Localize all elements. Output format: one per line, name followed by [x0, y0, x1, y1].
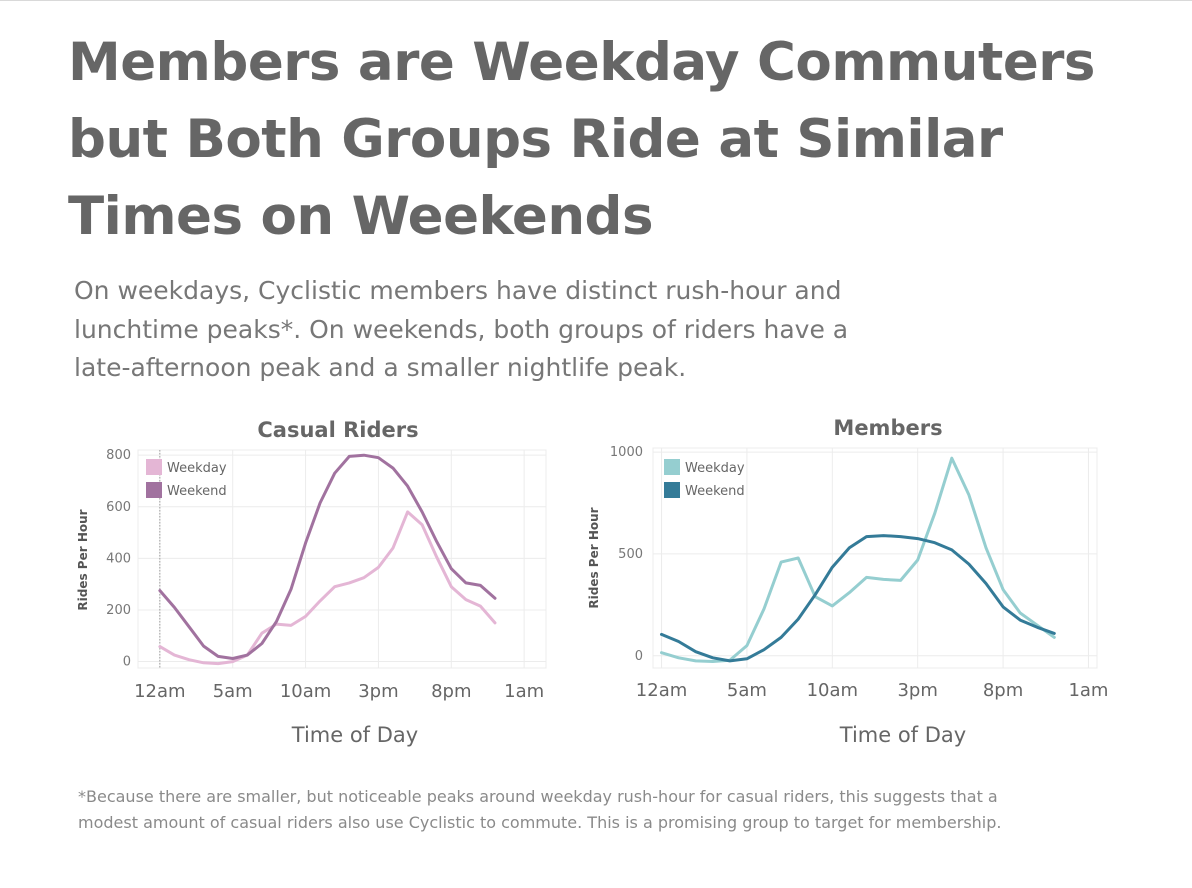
y-ticks: 0 200 400 600 800	[106, 448, 131, 669]
y-ticks: 0 500 1000	[610, 445, 643, 664]
legend: Weekday Weekend	[664, 459, 745, 499]
y-tick-label: 1000	[610, 445, 643, 460]
x-tick-label: 1am	[504, 681, 544, 702]
legend-swatch	[664, 459, 680, 475]
series-line-weekday	[158, 510, 497, 666]
legend-label: Weekday	[685, 461, 745, 476]
legend-label: Weekend	[685, 484, 745, 499]
x-tick-label: 8pm	[431, 681, 471, 702]
y-tick-label: 600	[106, 500, 131, 515]
x-tick-label: 3pm	[358, 681, 398, 702]
x-tick-label: 5am	[727, 680, 767, 701]
x-axis-label: Time of Day	[839, 723, 966, 747]
x-tick-label: 10am	[280, 681, 331, 702]
top-divider	[0, 0, 1192, 1]
legend-swatch	[146, 459, 162, 475]
page-title: Members are Weekday Commuters but Both G…	[68, 32, 1095, 247]
y-tick-label: 800	[106, 448, 131, 463]
legend-label: Weekend	[167, 484, 227, 499]
series-line-weekend	[158, 453, 497, 660]
y-tick-label: 0	[635, 649, 643, 664]
footnote: *Because there are smaller, but noticeab…	[78, 787, 1002, 832]
chart-title: Casual Riders	[257, 418, 418, 442]
x-axis-label: Time of Day	[291, 723, 418, 747]
series-lines	[158, 453, 497, 666]
x-tick-label: 12am	[636, 680, 687, 701]
legend-label: Weekday	[167, 461, 227, 476]
chart-title: Members	[833, 416, 942, 440]
series-line-weekend	[660, 534, 1056, 663]
y-axis-label: Rides Per Hour	[587, 507, 601, 608]
y-tick-label: 200	[106, 603, 131, 618]
x-tick-label: 10am	[807, 680, 858, 701]
x-tick-label: 12am	[134, 681, 185, 702]
y-axis-label: Rides Per Hour	[76, 509, 90, 610]
grid	[652, 447, 1098, 669]
series-line-weekday	[660, 456, 1056, 663]
legend-swatch	[664, 482, 680, 498]
page-subtitle: On weekdays, Cyclistic members have dist…	[74, 276, 849, 382]
x-ticks: 12am 5am 10am 3pm 8pm 1am	[636, 680, 1109, 701]
legend-swatch	[146, 482, 162, 498]
plot-frame	[137, 449, 547, 669]
x-tick-label: 8pm	[983, 680, 1023, 701]
series-lines	[660, 456, 1056, 663]
x-ticks: 12am 5am 10am 3pm 8pm 1am	[134, 681, 544, 702]
x-tick-label: 5am	[213, 681, 253, 702]
y-tick-label: 0	[123, 655, 131, 670]
grid	[137, 449, 547, 669]
x-tick-label: 1am	[1068, 680, 1108, 701]
y-tick-label: 500	[618, 547, 643, 562]
y-tick-label: 400	[106, 551, 131, 566]
legend: Weekday Weekend	[146, 459, 227, 499]
x-tick-label: 3pm	[897, 680, 937, 701]
plot-frame	[652, 447, 1098, 669]
